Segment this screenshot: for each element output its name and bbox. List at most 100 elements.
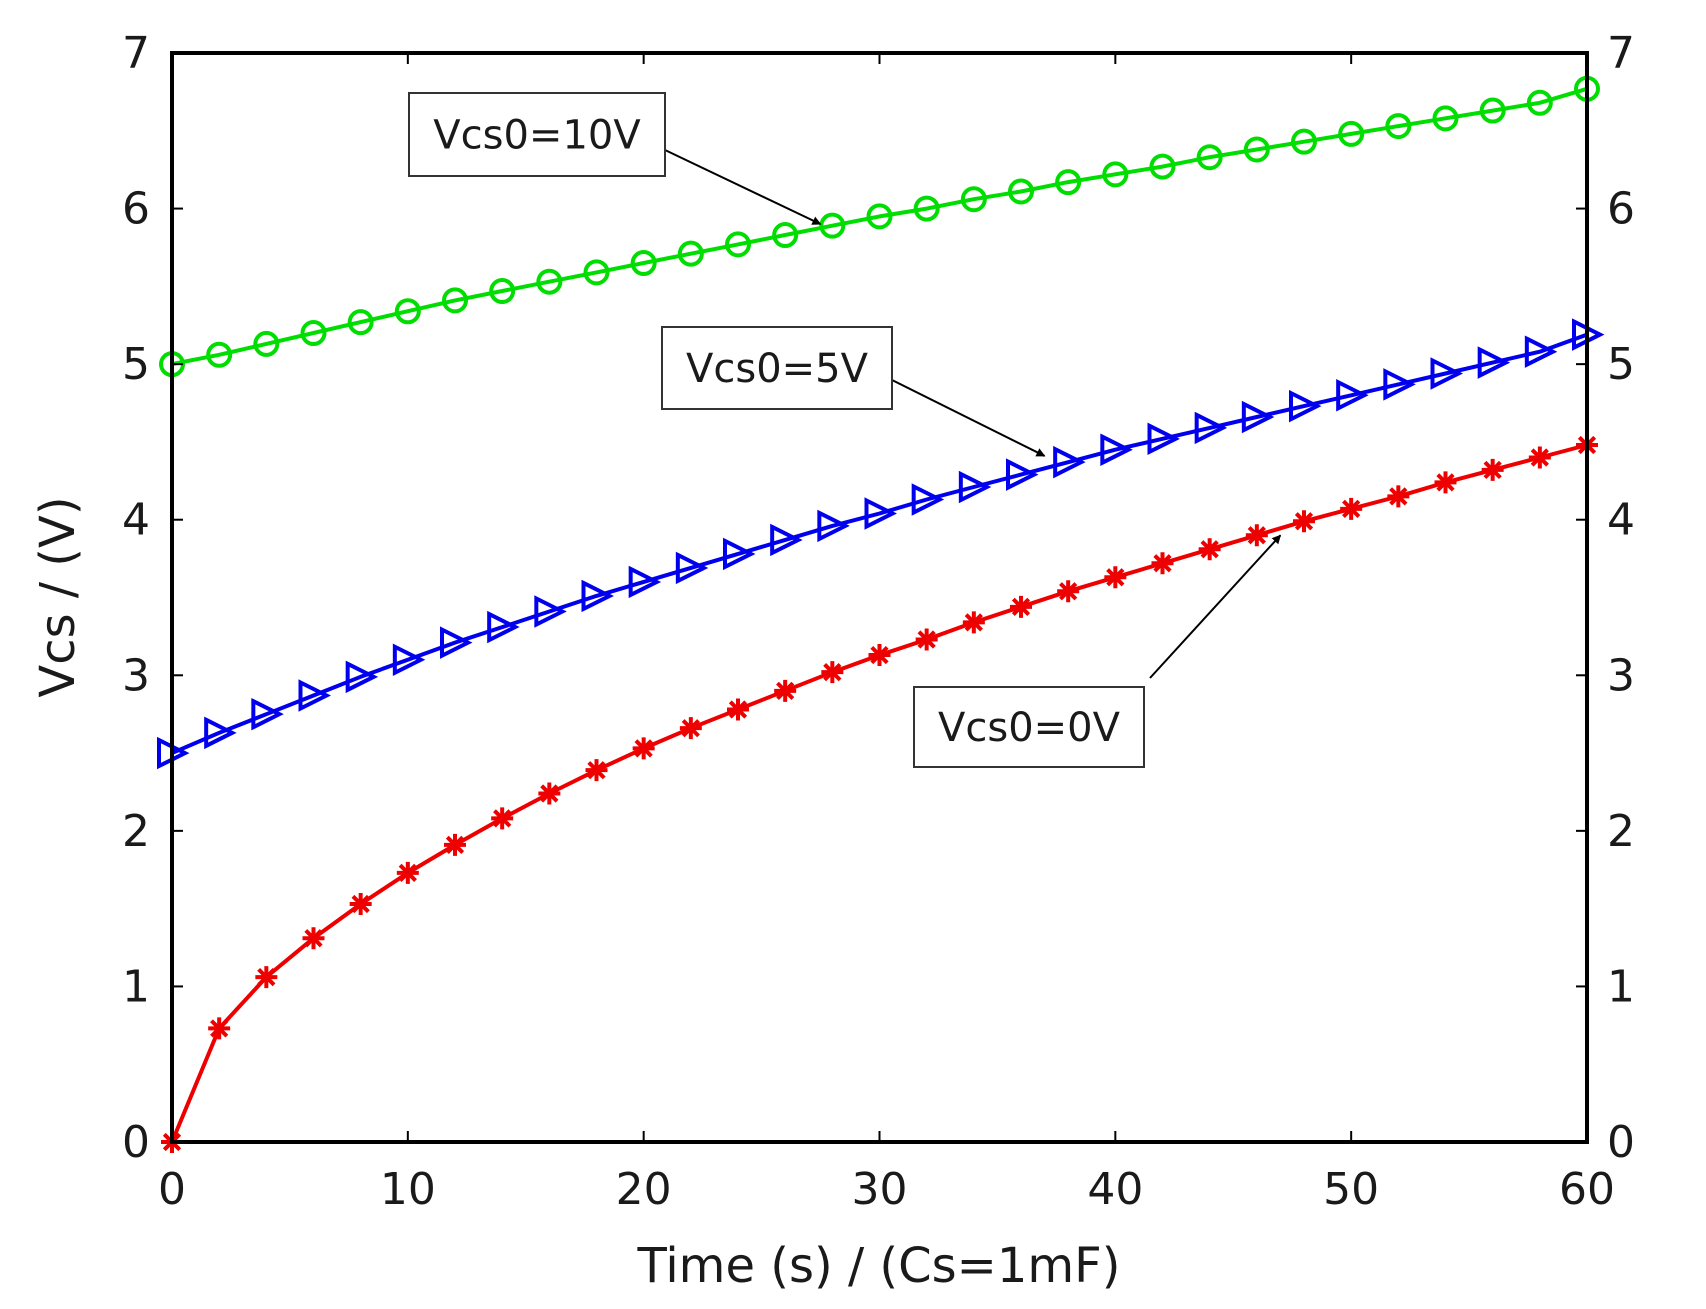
data-point-vcs0-5v (298, 679, 331, 712)
data-point-vcs0-0v (1387, 485, 1410, 508)
data-point-vcs0-10v (866, 203, 893, 230)
data-point-vcs0-5v (581, 579, 614, 613)
y-tick-label-left: 4 (122, 495, 150, 546)
data-point-vcs0-10v (1196, 144, 1223, 171)
data-point-vcs0-0v (208, 1017, 231, 1040)
data-point-vcs0-10v (300, 320, 327, 347)
data-point-vcs0-0v (1528, 446, 1551, 469)
x-tick-label: 20 (616, 1164, 672, 1215)
annotation-label: Vcs0=5V (686, 346, 869, 392)
data-point-vcs0-5v (864, 497, 897, 530)
data-point-vcs0-10v (1008, 178, 1034, 205)
annotation-vcs0-0v: Vcs0=0V (913, 534, 1282, 768)
y-tick-label-right: 6 (1607, 184, 1635, 235)
data-point-vcs0-0v (1434, 471, 1457, 494)
data-point-vcs0-0v (1293, 510, 1315, 533)
y-tick-label-right: 2 (1607, 806, 1635, 857)
data-point-vcs0-5v (392, 643, 426, 676)
data-point-vcs0-5v (1147, 422, 1180, 456)
y-tick-label-left: 6 (122, 184, 150, 235)
data-point-vcs0-0v (444, 833, 466, 856)
data-point-vcs0-10v (1338, 120, 1365, 147)
data-point-vcs0-5v (1383, 368, 1416, 401)
data-point-vcs0-0v (915, 628, 938, 651)
y-tick-label-left: 0 (122, 1117, 150, 1168)
y-tick-label-right: 0 (1607, 1117, 1635, 1168)
data-point-vcs0-0v (774, 679, 797, 702)
data-point-vcs0-10v (1526, 89, 1553, 116)
data-point-vcs0-10v (630, 250, 657, 277)
y-tick-label-left: 2 (122, 806, 150, 857)
y-tick-label-right: 1 (1607, 961, 1635, 1012)
data-point-vcs0-10v (347, 309, 374, 336)
data-point-vcs0-0v (302, 927, 325, 950)
x-tick-label: 60 (1559, 1164, 1615, 1215)
data-point-vcs0-5v (1477, 346, 1511, 379)
data-point-vcs0-0v (1057, 580, 1080, 603)
y-tick-label-right: 3 (1607, 650, 1635, 701)
data-point-vcs0-10v (206, 341, 233, 368)
data-point-vcs0-5v (817, 509, 850, 543)
data-point-vcs0-10v (725, 231, 751, 258)
data-point-vcs0-10v (1149, 153, 1176, 180)
data-point-vcs0-10v (1243, 136, 1270, 163)
x-axis-label: Time (s) / (Cs=1mF) (637, 1238, 1121, 1294)
data-point-vcs0-10v (677, 240, 704, 267)
data-point-vcs0-5v (440, 626, 473, 659)
y-tick-label-left: 5 (122, 339, 150, 390)
data-point-vcs0-5v (723, 537, 756, 571)
y-tick-label-left: 7 (122, 28, 150, 79)
annotation-arrow (891, 379, 1046, 457)
data-point-vcs0-5v (1289, 389, 1322, 423)
data-point-vcs0-5v (1430, 357, 1463, 390)
series-line-vcs0-5v (171, 332, 1588, 755)
plot-frame (170, 51, 1589, 1144)
y-tick-label-right: 4 (1607, 495, 1635, 546)
data-point-vcs0-10v (442, 287, 468, 314)
data-point-vcs0-0v (1340, 497, 1363, 520)
data-point-vcs0-0v (255, 966, 278, 989)
data-point-vcs0-5v (675, 551, 709, 585)
annotation-label: Vcs0=10V (433, 113, 641, 159)
annotation-box (913, 686, 1145, 768)
data-point-vcs0-0v (1245, 524, 1268, 547)
series-line-vcs0-10v (171, 86, 1588, 367)
annotation-box (408, 92, 666, 177)
data-point-vcs0-5v (628, 565, 662, 599)
data-point-vcs0-5v (911, 483, 945, 516)
data-point-vcs0-10v (960, 186, 987, 213)
data-point-vcs0-0v (1151, 552, 1174, 575)
data-point-vcs0-0v (349, 892, 372, 915)
data-point-vcs0-0v (679, 717, 702, 740)
data-point-vcs0-0v (727, 698, 749, 721)
data-point-vcs0-0v (1198, 538, 1221, 561)
data-point-vcs0-5v (1241, 400, 1275, 434)
annotation-vcs0-5v: Vcs0=5V (661, 326, 1046, 457)
data-point-vcs0-5v (204, 716, 237, 750)
y-tick-label-left: 1 (122, 961, 150, 1012)
annotation-arrow (664, 149, 822, 226)
series-vcs0-5v (157, 318, 1605, 770)
data-point-vcs0-10v (394, 298, 421, 325)
data-point-vcs0-5v (958, 470, 992, 504)
data-point-vcs0-5v (487, 610, 520, 644)
x-tick-label: 10 (380, 1164, 436, 1215)
annotation-arrow (1149, 534, 1282, 679)
data-point-vcs0-10v (1055, 169, 1082, 196)
data-point-vcs0-5v (1053, 445, 1086, 479)
series-vcs0-0v (161, 434, 1598, 1153)
data-point-vcs0-0v (491, 807, 514, 830)
data-point-vcs0-5v (345, 660, 379, 694)
data-point-vcs0-10v (819, 212, 846, 239)
data-point-vcs0-10v (913, 195, 940, 222)
data-point-vcs0-10v (1385, 113, 1412, 140)
data-point-vcs0-5v (534, 595, 567, 628)
data-point-vcs0-0v (1481, 458, 1504, 481)
data-point-vcs0-5v (1524, 335, 1558, 368)
data-point-vcs0-10v (1432, 105, 1459, 132)
series-vcs0-10v (159, 75, 1600, 378)
data-point-vcs0-5v (251, 697, 284, 731)
data-point-vcs0-5v (1194, 411, 1228, 445)
